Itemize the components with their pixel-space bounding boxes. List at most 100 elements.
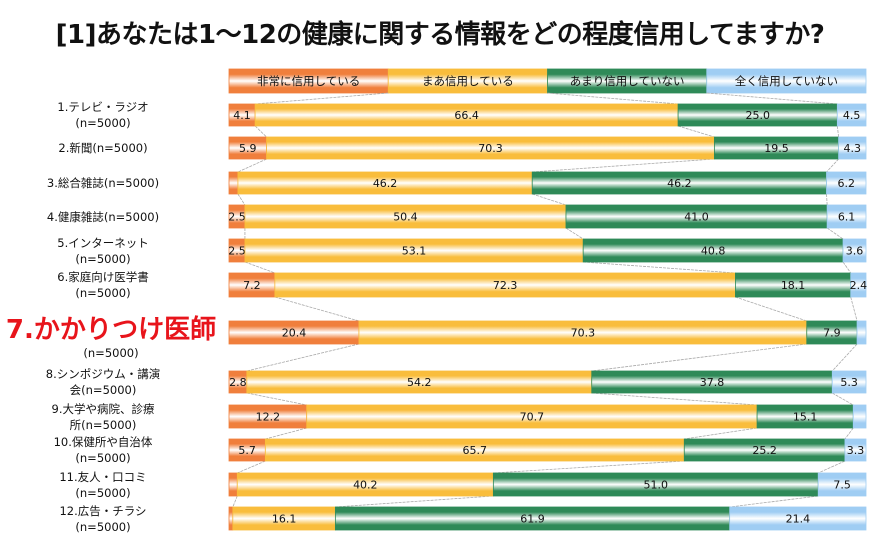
category-name: 8.シンポジウム・講演: [45, 367, 161, 381]
chart-title: [1]あなたは1〜12の健康に関する情報をどの程度信用してますか?: [55, 20, 825, 50]
connector-line: [832, 392, 854, 406]
legend-swatch: [228, 68, 389, 94]
category-sample-size: 会(n=5000): [69, 383, 137, 397]
category-sample-size: (n=5000): [75, 251, 131, 266]
category-name: 12.広告・チラシ: [59, 503, 147, 518]
category-name: 3.総合雑誌(n=5000): [46, 176, 160, 190]
data-label: 25.2: [752, 444, 777, 457]
data-label: 65.7: [463, 444, 488, 457]
bar-segment: [228, 272, 276, 298]
legend-swatch: [706, 68, 867, 94]
bar-segment: [228, 506, 234, 531]
bar-segment: [838, 136, 867, 160]
connector-line: [237, 193, 246, 206]
category-name: 2.新聞(n=5000): [58, 141, 148, 155]
connector-line: [244, 261, 276, 274]
data-label: 3.6: [846, 245, 864, 258]
connector-line: [237, 460, 266, 474]
bar-segment: [844, 438, 867, 462]
data-label: 2.4: [850, 279, 868, 292]
bar-segment: [826, 171, 867, 195]
legend-swatch: [547, 68, 708, 94]
data-label: 41.0: [684, 211, 709, 224]
connector-line: [493, 460, 685, 474]
data-label: 7.9: [823, 327, 841, 340]
data-label: 25.0: [745, 109, 770, 122]
data-label: 70.3: [478, 142, 503, 155]
data-label: 53.1: [402, 245, 427, 258]
category-label: 12.広告・チラシ (n=5000): [0, 503, 208, 535]
connector-line: [547, 92, 679, 105]
connector-line: [684, 427, 758, 440]
bar-segment: [852, 404, 867, 429]
data-label: 6.1: [838, 211, 856, 224]
bar-segment: [856, 320, 867, 345]
category-sample-size: (n=5000): [83, 346, 139, 360]
connector-line: [532, 158, 715, 173]
data-label: 50.4: [393, 211, 418, 224]
connector-line: [565, 227, 584, 240]
connector-line: [706, 92, 838, 105]
data-label: 3.3: [847, 444, 865, 457]
connector-line: [826, 193, 828, 206]
data-label: 5.7: [238, 444, 256, 457]
data-label: 19.5: [764, 142, 789, 155]
legend-swatch: [387, 68, 548, 94]
category-label: 8.シンポジウム・講演 会(n=5000): [0, 366, 208, 398]
data-label: 72.3: [493, 279, 518, 292]
data-label: 46.2: [667, 177, 692, 190]
data-label: 5.9: [239, 142, 257, 155]
category-label: 6.家庭向け医学書 (n=5000): [0, 269, 208, 301]
data-label: 7.5: [833, 479, 851, 492]
connector-line: [826, 227, 844, 240]
connector-line: [591, 392, 758, 406]
data-label: 21.4: [786, 513, 811, 526]
connector-line: [265, 427, 307, 440]
data-label: 4.1: [233, 109, 251, 122]
data-label: 40.8: [701, 245, 726, 258]
data-label: 54.2: [407, 376, 432, 389]
category-label: 3.総合雑誌(n=5000): [0, 175, 208, 191]
connector-line: [255, 92, 389, 105]
data-label: 4.3: [844, 142, 862, 155]
data-label: 61.9: [520, 513, 545, 526]
data-label: 70.7: [520, 411, 545, 424]
connector-line: [591, 343, 807, 372]
category-label: 4.健康雑誌(n=5000): [0, 209, 208, 225]
connector-line: [532, 193, 567, 206]
data-label: 5.3: [840, 376, 858, 389]
category-name: 4.健康雑誌(n=5000): [46, 209, 160, 224]
bar-segment: [729, 506, 867, 531]
data-label: 16.1: [272, 513, 297, 526]
legend-label: 非常に信用している: [257, 74, 360, 88]
connector-line: [729, 495, 819, 508]
connector-line: [844, 427, 854, 440]
data-label: 40.2: [353, 479, 378, 492]
bar-segment: [228, 472, 238, 497]
bar-segment: [817, 472, 867, 497]
bar-segment: [831, 370, 867, 394]
connector-line: [735, 296, 807, 322]
category-name: 10.保健所や自治体: [53, 435, 153, 449]
connector-line: [335, 495, 494, 508]
data-label: 20.4: [282, 327, 307, 340]
connector-line: [836, 125, 840, 138]
data-label: 2.8: [229, 376, 247, 389]
data-label: 2.5: [228, 211, 246, 224]
category-name: 6.家庭向け医学書: [57, 270, 149, 284]
category-label: 1.テレビ・ラジオ (n=5000): [0, 99, 208, 131]
connector-line: [246, 392, 307, 406]
connector-line: [831, 343, 858, 372]
connector-line: [274, 296, 360, 322]
connector-line: [826, 158, 839, 173]
data-label: 46.2: [373, 177, 398, 190]
data-label: 37.8: [700, 376, 725, 389]
data-label: 7.2: [243, 279, 261, 292]
connector-line: [254, 125, 267, 138]
bar-segment: [836, 103, 867, 127]
category-label: 9.大学や病院、診療 所(n=5000): [0, 401, 208, 433]
bar-segment: [850, 272, 867, 298]
category-sample-size: (n=5000): [75, 519, 131, 534]
category-sample-size: 所(n=5000): [69, 417, 137, 432]
